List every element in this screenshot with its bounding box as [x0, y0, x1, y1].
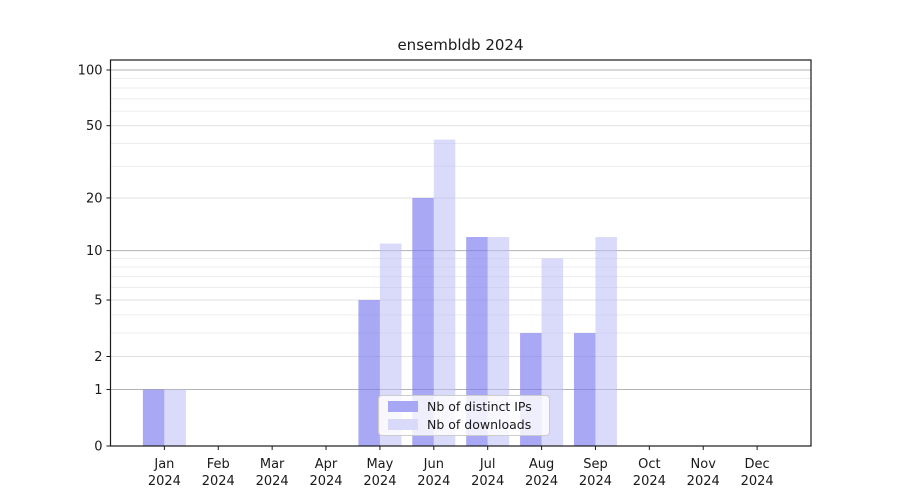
x-tick-label-month: Dec	[745, 457, 770, 472]
x-tick-label-year: 2024	[148, 474, 181, 489]
bar-distinct-ips	[358, 300, 380, 446]
y-tick-label: 1	[94, 383, 102, 398]
x-tick-label-year: 2024	[309, 474, 342, 489]
y-tick-label: 2	[94, 350, 102, 365]
legend-swatch-distinct-ips	[388, 401, 418, 412]
x-tick-label-year: 2024	[363, 474, 396, 489]
x-tick-label-month: Aug	[529, 457, 554, 472]
x-tick-label-month: Apr	[315, 457, 338, 472]
x-tick-label-month: Nov	[691, 457, 717, 472]
x-tick-label-year: 2024	[256, 474, 289, 489]
bar-distinct-ips	[142, 389, 165, 446]
x-tick-label-month: Oct	[638, 457, 660, 472]
bar-downloads	[595, 237, 617, 446]
x-tick-label-month: Mar	[260, 457, 285, 472]
x-tick-label-month: Feb	[207, 457, 230, 472]
legend-row-downloads: Nb of downloads	[388, 417, 549, 432]
y-tick-label: 100	[78, 64, 103, 79]
bar-downloads	[487, 237, 510, 446]
x-tick-label-month: Jan	[153, 457, 174, 472]
legend-row-distinct-ips: Nb of distinct IPs	[388, 399, 549, 414]
x-tick-label-year: 2024	[633, 474, 666, 489]
bar-downloads	[433, 139, 456, 447]
legend-swatch-downloads	[388, 419, 418, 430]
x-tick-label-year: 2024	[417, 474, 450, 489]
legend: Nb of distinct IPs Nb of downloads	[378, 395, 550, 436]
x-tick-label-month: Jun	[423, 457, 444, 472]
x-tick-label-month: Sep	[583, 457, 608, 472]
plot-border	[109, 59, 812, 447]
bar-distinct-ips	[466, 237, 488, 446]
y-tick-label: 20	[86, 191, 103, 206]
x-tick-label-year: 2024	[579, 474, 612, 489]
y-tick-label: 10	[86, 244, 103, 259]
y-tick-label: 0	[94, 440, 102, 455]
x-tick-label-month: May	[366, 457, 393, 472]
x-tick-label-year: 2024	[525, 474, 558, 489]
chart-title: ensembldb 2024	[397, 36, 524, 54]
legend-label-downloads: Nb of downloads	[427, 417, 532, 432]
bar-distinct-ips	[573, 333, 596, 446]
x-tick-label-year: 2024	[741, 474, 774, 489]
y-tick-label: 50	[86, 119, 103, 134]
bar-downloads	[164, 389, 186, 446]
y-tick-label: 5	[94, 294, 102, 309]
bar-distinct-ips	[412, 197, 434, 446]
x-tick-label-year: 2024	[687, 474, 720, 489]
x-tick-label-month: Jul	[479, 457, 496, 472]
legend-label-distinct-ips: Nb of distinct IPs	[427, 399, 532, 414]
x-tick-label-year: 2024	[202, 474, 235, 489]
x-tick-label-year: 2024	[471, 474, 504, 489]
